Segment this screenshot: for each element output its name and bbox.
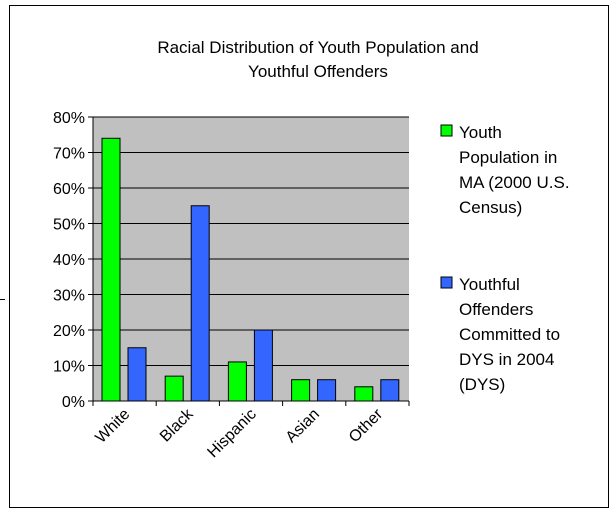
edge-mark <box>0 299 5 300</box>
legend-swatch-series-1 <box>440 124 453 137</box>
chart-title-line: Youthful Offenders <box>248 62 388 81</box>
bar-other-series-1 <box>354 386 374 402</box>
gridlines <box>93 116 409 366</box>
legend-label-line: Population in <box>459 148 557 167</box>
y-tick-label: 20% <box>53 323 85 340</box>
chart-title: Racial Distribution of Youth Population … <box>157 38 478 81</box>
bar-other-series-2 <box>380 379 400 402</box>
x-tick-label-white: White <box>92 406 133 447</box>
legend-label-line: DYS in 2004 <box>459 350 554 369</box>
y-tick-label: 0% <box>62 394 85 411</box>
bars <box>101 137 400 402</box>
y-tick-label: 10% <box>53 359 85 376</box>
x-tick-label-black: Black <box>157 405 197 445</box>
y-tick-label: 80% <box>53 110 85 127</box>
x-tick-label-hispanic: Hispanic <box>204 406 259 461</box>
legend-swatch-series-2 <box>440 276 453 289</box>
y-tick-label: 70% <box>53 146 85 163</box>
y-axis-tick-labels: 0% 10% 20% 30% 40% 50% 60% 70% 80% <box>53 110 85 411</box>
legend-label-line: MA (2000 U.S. <box>459 173 570 192</box>
legend-label-line: Committed to <box>459 325 560 344</box>
legend-label-line: Census) <box>459 198 522 217</box>
x-tick-label-asian: Asian <box>283 406 323 446</box>
bar-hispanic-series-2 <box>253 329 273 402</box>
bar-white-series-1 <box>101 137 121 402</box>
legend-label-line: Offenders <box>459 300 533 319</box>
x-tick-label-other: Other <box>346 405 387 446</box>
y-tick-label: 40% <box>53 252 85 269</box>
bar-hispanic-series-1 <box>227 361 247 402</box>
bar-white-series-2 <box>127 347 147 402</box>
bar-black-series-2 <box>190 205 210 402</box>
bar-asian-series-2 <box>317 379 337 402</box>
legend-label-line: Youthful <box>459 275 520 294</box>
chart-title-line: Racial Distribution of Youth Population … <box>157 38 478 57</box>
y-tick-label: 50% <box>53 217 85 234</box>
legend: Youth Population in MA (2000 U.S. Census) Yo… <box>440 123 570 394</box>
bar-asian-series-1 <box>291 379 311 402</box>
axes <box>88 116 410 406</box>
bar-black-series-1 <box>164 375 184 402</box>
x-axis-tick-labels: White Black Hispanic Asian Other <box>92 405 386 461</box>
y-tick-label: 60% <box>53 181 85 198</box>
legend-label-line: Youth <box>459 123 502 142</box>
legend-label-line: (DYS) <box>459 375 505 394</box>
y-tick-label: 30% <box>53 288 85 305</box>
